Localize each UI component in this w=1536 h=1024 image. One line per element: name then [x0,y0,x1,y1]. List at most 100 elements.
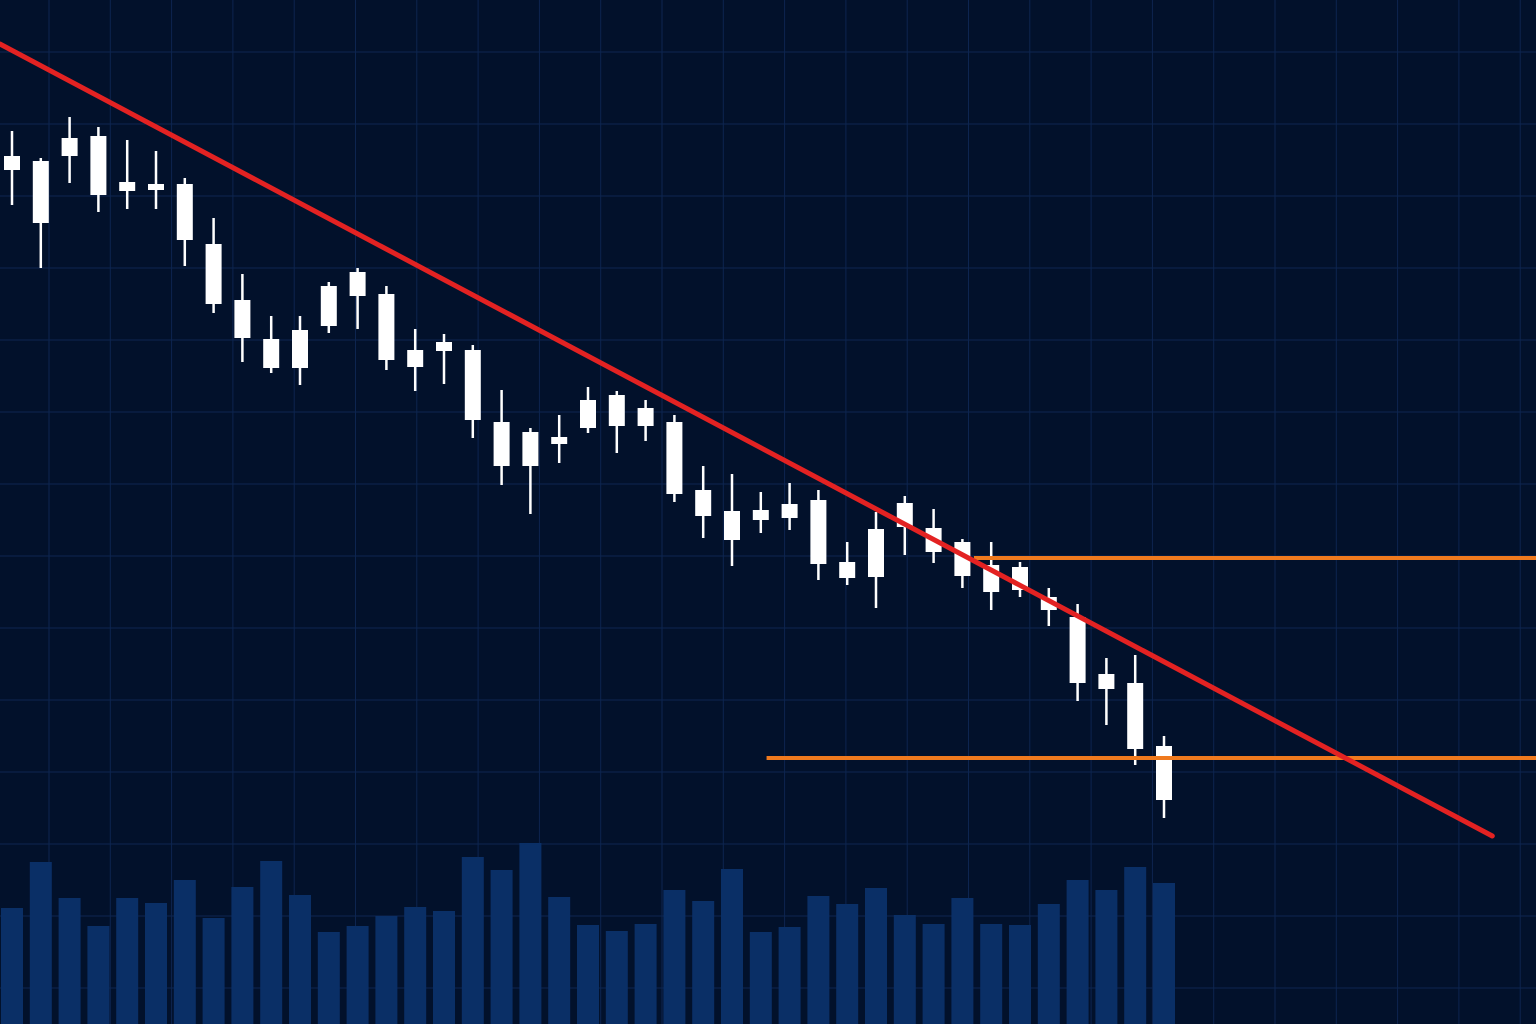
volume-bar [231,887,254,1024]
volume-bar [375,916,398,1024]
candle-body [1069,617,1086,683]
volume-bar [519,843,542,1024]
volume-bar [663,890,686,1024]
candle [4,131,20,205]
candle [464,345,481,438]
candle [205,218,222,313]
volume-bar [548,897,571,1024]
volume-bar [807,896,830,1024]
candle [1098,658,1115,725]
volume-bar [1124,867,1147,1024]
candle-body [32,161,49,223]
volume-bar [1037,904,1060,1024]
volume-bar [980,924,1003,1024]
candle-body [1098,674,1115,689]
candle-body [1127,683,1144,749]
volume-bar [778,927,801,1024]
candle-body [119,182,136,191]
candle-body [810,500,827,564]
candle-body [176,184,193,240]
candle [666,415,683,502]
volume-bar [116,898,139,1024]
candle-body [378,294,395,360]
volume-bar [865,888,887,1024]
candle-body [580,400,596,428]
candle [320,282,337,333]
candles [4,117,1172,818]
volume-bar [289,895,311,1024]
candle-body [666,422,683,494]
candle [407,329,424,391]
volume-bar [1095,890,1118,1024]
candle-body [234,300,251,338]
candle-body [493,422,510,466]
volume-bar [461,857,484,1024]
volume-bar [749,932,772,1024]
candle [90,127,107,212]
volume-bar [634,924,657,1024]
candle-body [752,510,769,520]
candle-body [292,330,308,368]
candle-body [522,432,539,466]
candle [580,387,596,433]
candle [608,391,625,453]
volume-bar [951,898,974,1024]
candle [637,400,654,441]
volume-bar [605,931,628,1024]
candle-body [90,136,107,195]
volume-bar [692,901,715,1024]
candle [32,158,49,268]
candle-body [4,156,20,170]
candle-body [637,408,654,426]
volume-bar [346,926,369,1024]
candle [810,490,827,580]
candle-body [839,562,856,578]
candle-body [263,339,280,368]
volume-bar [433,911,455,1024]
volume-bar [404,907,427,1024]
candle [176,178,193,266]
candle-body [148,184,164,190]
candle-body [61,138,78,156]
candle [263,316,280,373]
candle [119,140,136,209]
candle [493,390,510,485]
candle [292,316,308,385]
candle [234,274,251,362]
candle-body [464,350,481,420]
candle [868,512,884,608]
candle [436,334,452,384]
candle [695,466,712,538]
candle [781,483,798,530]
volume-bar [922,924,945,1024]
candle-body [320,286,337,326]
candle-body [1156,746,1172,800]
volume-bars [1,843,1175,1024]
candle [522,428,539,514]
volume-bar [58,898,81,1024]
candle-body [551,437,568,444]
volume-bar [145,903,167,1024]
volume-bar [87,926,110,1024]
candle-body [349,272,366,296]
volume-bar [202,918,225,1024]
candle [724,474,740,566]
volume-bar [577,925,599,1024]
overlays [0,41,1536,839]
candle-body [608,395,625,426]
candle-body [781,504,798,518]
candle-body [868,529,884,577]
volume-bar [29,862,52,1024]
volume-bar [260,861,283,1024]
candle [752,492,769,533]
candle [1127,655,1144,765]
volume-bar [490,870,513,1024]
candle [61,117,78,183]
volume-bar [173,880,196,1024]
volume-bar [1009,925,1031,1024]
candle-body [695,490,712,516]
volume-bar [1,908,23,1024]
volume-bar [1153,883,1175,1024]
